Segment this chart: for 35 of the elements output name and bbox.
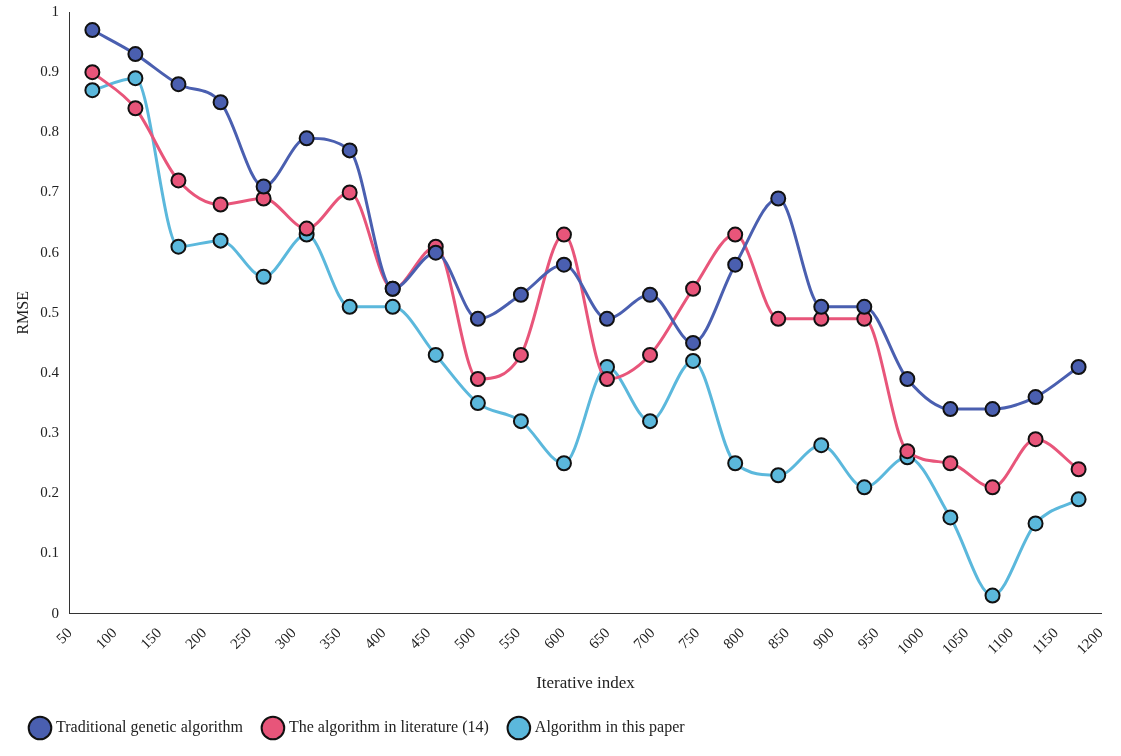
y-tick-label: 0.1 — [40, 544, 59, 561]
x-tick-label: 50 — [52, 624, 75, 647]
y-tick-label: 0.7 — [40, 183, 60, 200]
legend-label: The algorithm in literature (14) — [288, 718, 489, 737]
y-tick-label: 0.9 — [40, 63, 59, 80]
y-tick-label: 0.2 — [40, 484, 59, 501]
y-tick-label: 0.5 — [40, 303, 59, 320]
y-axis-title: RMSE — [13, 291, 31, 335]
legend-label: Traditional genetic algorithm — [56, 718, 244, 737]
x-tick-label: 400 — [361, 624, 389, 652]
y-tick-label: 0.4 — [40, 363, 60, 380]
x-tick-label: 350 — [316, 624, 344, 652]
x-tick-label: 150 — [137, 624, 165, 652]
x-tick-label: 100 — [92, 624, 120, 652]
x-tick-label: 250 — [226, 624, 255, 652]
x-tick-label: 650 — [585, 624, 613, 652]
x-tick-label: 850 — [764, 624, 793, 652]
y-tick-label: 1 — [51, 2, 59, 19]
y-tick-label: 0.8 — [40, 123, 59, 140]
x-axis-title: Iterative index — [536, 673, 636, 693]
x-tick-label: 700 — [630, 624, 658, 652]
x-tick-label: 450 — [406, 624, 434, 652]
legend-label: Algorithm in this paper — [534, 718, 686, 737]
x-tick-label: 550 — [495, 624, 524, 652]
x-tick-label: 600 — [540, 624, 568, 652]
x-tick-label: 500 — [451, 624, 479, 652]
y-tick-label: 0 — [51, 604, 59, 621]
x-tick-label: 900 — [809, 624, 837, 652]
x-tick-label: 200 — [182, 624, 210, 652]
x-tick-label: 950 — [854, 624, 882, 652]
x-tick-label: 300 — [271, 624, 299, 652]
x-tick-label: 800 — [720, 624, 748, 652]
y-tick-label: 0.6 — [40, 243, 60, 260]
x-tick-label: 750 — [675, 624, 703, 652]
y-tick-label: 0.3 — [40, 424, 59, 441]
